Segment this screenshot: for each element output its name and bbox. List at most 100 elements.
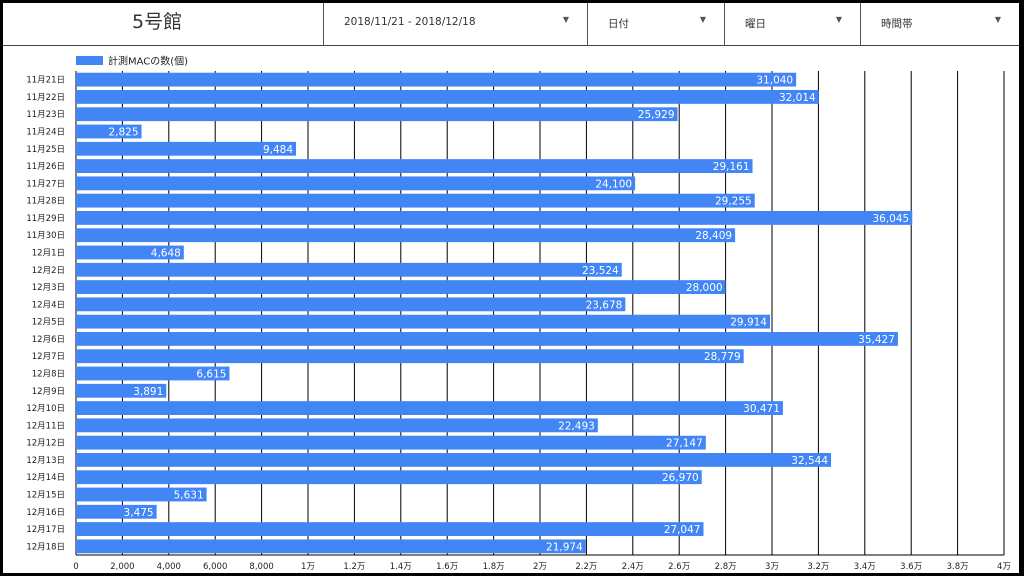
chevron-down-icon: ▼ (699, 15, 706, 24)
bar-value-label: 23,678 (586, 299, 623, 311)
y-category-label: 11月30日 (26, 231, 65, 241)
x-tick-label: 1.4万 (390, 562, 412, 572)
x-tick-label: 2,000 (110, 562, 134, 572)
bar-value-label: 31,040 (756, 75, 793, 87)
y-category-label: 11月21日 (26, 76, 65, 86)
bar-value-label: 30,471 (743, 403, 780, 415)
y-category-label: 11月27日 (26, 179, 65, 189)
y-category-label: 12月3日 (32, 283, 65, 293)
bar[interactable] (76, 90, 819, 104)
x-tick-label: 0 (73, 562, 78, 572)
bar-value-label: 28,409 (695, 230, 732, 242)
bar[interactable] (76, 211, 913, 225)
y-category-label: 12月8日 (32, 370, 65, 380)
bar-value-label: 35,427 (858, 334, 895, 346)
y-category-label: 12月4日 (32, 300, 65, 310)
chevron-down-icon: ▼ (835, 15, 842, 24)
date-filter-dropdown[interactable]: 日付 ▼ (588, 3, 725, 46)
bar[interactable] (76, 332, 898, 346)
bar-value-label: 32,014 (779, 92, 816, 104)
title-cell: 5号館 (3, 3, 324, 46)
chevron-down-icon: ▼ (994, 15, 1001, 24)
x-tick-label: 2.8万 (715, 562, 737, 572)
bar-value-label: 29,161 (713, 161, 750, 173)
bar-chart: 計測MACの数(個) 31,040 32,014 25,929 2,825 9,484 2… (26, 55, 1011, 573)
bar-value-label: 29,914 (730, 317, 767, 329)
bar[interactable] (76, 262, 622, 277)
y-category-label: 11月28日 (26, 197, 65, 207)
bar[interactable] (76, 72, 797, 87)
bar[interactable] (76, 366, 230, 381)
bar[interactable] (76, 470, 702, 485)
bar-value-label: 9,484 (263, 144, 293, 156)
bar-value-label: 27,047 (664, 524, 701, 536)
bar-value-label: 28,000 (686, 282, 723, 294)
bar[interactable] (76, 435, 706, 450)
y-category-label: 11月22日 (26, 93, 65, 103)
bar[interactable] (76, 539, 586, 554)
bar[interactable] (76, 280, 726, 294)
x-tick-label: 2万 (533, 562, 547, 572)
weekday-filter-dropdown[interactable]: 曜日 ▼ (725, 3, 861, 46)
bar-value-label: 25,929 (638, 109, 675, 121)
bar[interactable] (76, 228, 736, 243)
x-tick-label: 6,000 (203, 562, 227, 572)
bar-value-label: 32,544 (791, 455, 828, 467)
x-tick-label: 3万 (765, 562, 779, 572)
bar[interactable] (76, 504, 157, 519)
x-tick-label: 2.6万 (668, 562, 690, 572)
timeband-filter-dropdown[interactable]: 時間帯 ▼ (861, 3, 1019, 46)
y-category-label: 11月26日 (26, 162, 65, 172)
bar-value-label: 36,045 (872, 213, 909, 225)
bar[interactable] (76, 349, 744, 364)
bar[interactable] (76, 297, 626, 312)
bar-value-label: 5,631 (174, 490, 204, 502)
bar[interactable] (76, 159, 753, 173)
bar[interactable] (76, 383, 167, 398)
x-tick-label: 3.6万 (900, 562, 922, 572)
date-filter-label: 日付 (608, 18, 629, 30)
x-tick-label: 1万 (301, 562, 315, 572)
bar[interactable] (76, 453, 832, 467)
weekday-filter-label: 曜日 (745, 18, 766, 30)
bar[interactable] (76, 245, 184, 260)
bar[interactable] (76, 124, 142, 139)
bar[interactable] (76, 418, 598, 433)
header-bar: 5号館 2018/11/21 - 2018/12/18 ▼ 日付 ▼ 曜日 ▼ … (3, 3, 1019, 46)
y-category-label: 11月23日 (26, 110, 65, 120)
legend-label: 計測MACの数(個) (108, 55, 188, 68)
date-range-label: 2018/11/21 - 2018/12/18 (344, 16, 476, 28)
date-range-dropdown[interactable]: 2018/11/21 - 2018/12/18 ▼ (324, 3, 588, 46)
bar[interactable] (76, 141, 297, 156)
bars: 31,040 32,014 25,929 2,825 9,484 29,161 24,100… (76, 72, 913, 554)
legend[interactable]: 計測MACの数(個) (76, 55, 188, 68)
bar[interactable] (76, 193, 755, 208)
y-category-label: 12月1日 (32, 249, 65, 259)
x-tick-label: 1.2万 (343, 562, 365, 572)
bar-value-label: 29,255 (715, 196, 752, 208)
bar-value-label: 23,524 (582, 265, 619, 277)
x-tick-label: 4,000 (157, 562, 181, 572)
y-category-label: 12月18日 (26, 542, 65, 552)
bar-value-label: 27,147 (666, 438, 703, 450)
bar-value-label: 3,891 (133, 386, 163, 398)
x-tick-label: 1.8万 (483, 562, 505, 572)
y-category-label: 12月13日 (26, 456, 65, 466)
bar[interactable] (76, 176, 636, 191)
bar-value-label: 28,779 (704, 351, 741, 363)
bar[interactable] (76, 522, 704, 536)
y-category-label: 12月5日 (32, 318, 65, 328)
x-tick-label: 3.4万 (854, 562, 876, 572)
x-tick-label: 8,000 (249, 562, 273, 572)
y-category-label: 11月25日 (26, 145, 65, 155)
bar[interactable] (76, 401, 783, 415)
timeband-filter-label: 時間帯 (881, 18, 913, 30)
bar[interactable] (76, 487, 207, 502)
chevron-down-icon: ▼ (562, 15, 569, 24)
y-category-label: 12月9日 (32, 387, 65, 397)
bar[interactable] (76, 314, 771, 329)
bar[interactable] (76, 107, 678, 122)
y-category-label: 12月11日 (26, 421, 65, 431)
y-axis-labels: 11月21日 11月22日 11月23日 11月24日 11月25日 11月26日 11月2… (26, 76, 65, 553)
y-category-label: 12月7日 (32, 352, 65, 362)
